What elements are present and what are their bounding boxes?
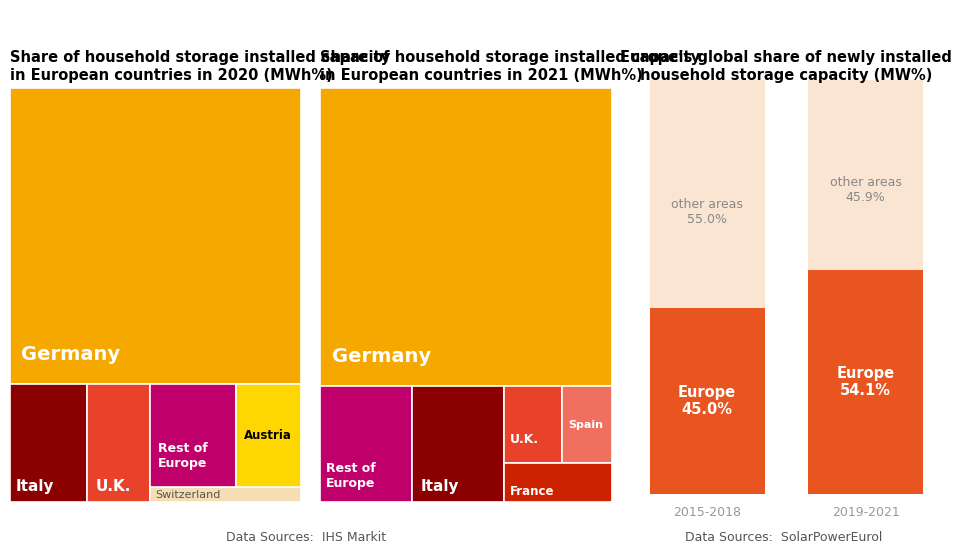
Bar <box>235 384 301 487</box>
Text: Data Sources:  IHS Markit: Data Sources: IHS Markit <box>226 531 386 544</box>
Bar <box>562 386 612 463</box>
Text: U.K.: U.K. <box>510 433 539 447</box>
Text: Italy: Italy <box>15 479 54 494</box>
Bar <box>149 384 235 487</box>
Text: Share of household storage installed capacity
in European countries in 2021 (MWh: Share of household storage installed cap… <box>320 50 701 83</box>
Text: U.K.: U.K. <box>96 479 131 494</box>
Text: Rest of
Europe: Rest of Europe <box>326 462 376 490</box>
Text: Data Sources:  SolarPowerEurol: Data Sources: SolarPowerEurol <box>685 531 882 544</box>
Text: France: France <box>510 485 554 498</box>
Bar <box>504 463 612 502</box>
Text: Share of household storage installed capacity
in European countries in 2020 (MWh: Share of household storage installed cap… <box>10 50 390 83</box>
Bar <box>650 307 765 494</box>
Text: 2019-2021: 2019-2021 <box>832 507 900 519</box>
Text: Europe’s global share of newly installed
household storage capacity (MW%): Europe’s global share of newly installed… <box>620 50 952 83</box>
Text: 2015-2018: 2015-2018 <box>673 507 741 519</box>
Text: Austria: Austria <box>245 429 293 442</box>
Bar <box>504 386 562 463</box>
Text: Rest of
Europe: Rest of Europe <box>159 442 208 470</box>
Bar <box>149 487 301 502</box>
Text: Spain: Spain <box>568 420 603 429</box>
Text: Europe
54.1%: Europe 54.1% <box>836 366 895 398</box>
Text: Germany: Germany <box>21 344 120 364</box>
Bar <box>320 386 412 502</box>
Text: other areas
55.0%: other areas 55.0% <box>671 198 743 226</box>
Bar <box>650 80 765 307</box>
Bar <box>808 270 923 494</box>
Text: other areas
45.9%: other areas 45.9% <box>830 176 902 204</box>
Text: Switzerland: Switzerland <box>155 490 221 500</box>
Text: Italy: Italy <box>421 479 459 494</box>
Bar <box>320 88 612 386</box>
Text: Europe
45.0%: Europe 45.0% <box>678 385 736 417</box>
Bar <box>808 80 923 270</box>
Bar <box>10 88 301 384</box>
Bar <box>412 386 504 502</box>
Bar <box>10 384 87 502</box>
Bar <box>87 384 149 502</box>
Text: Germany: Germany <box>332 347 431 365</box>
